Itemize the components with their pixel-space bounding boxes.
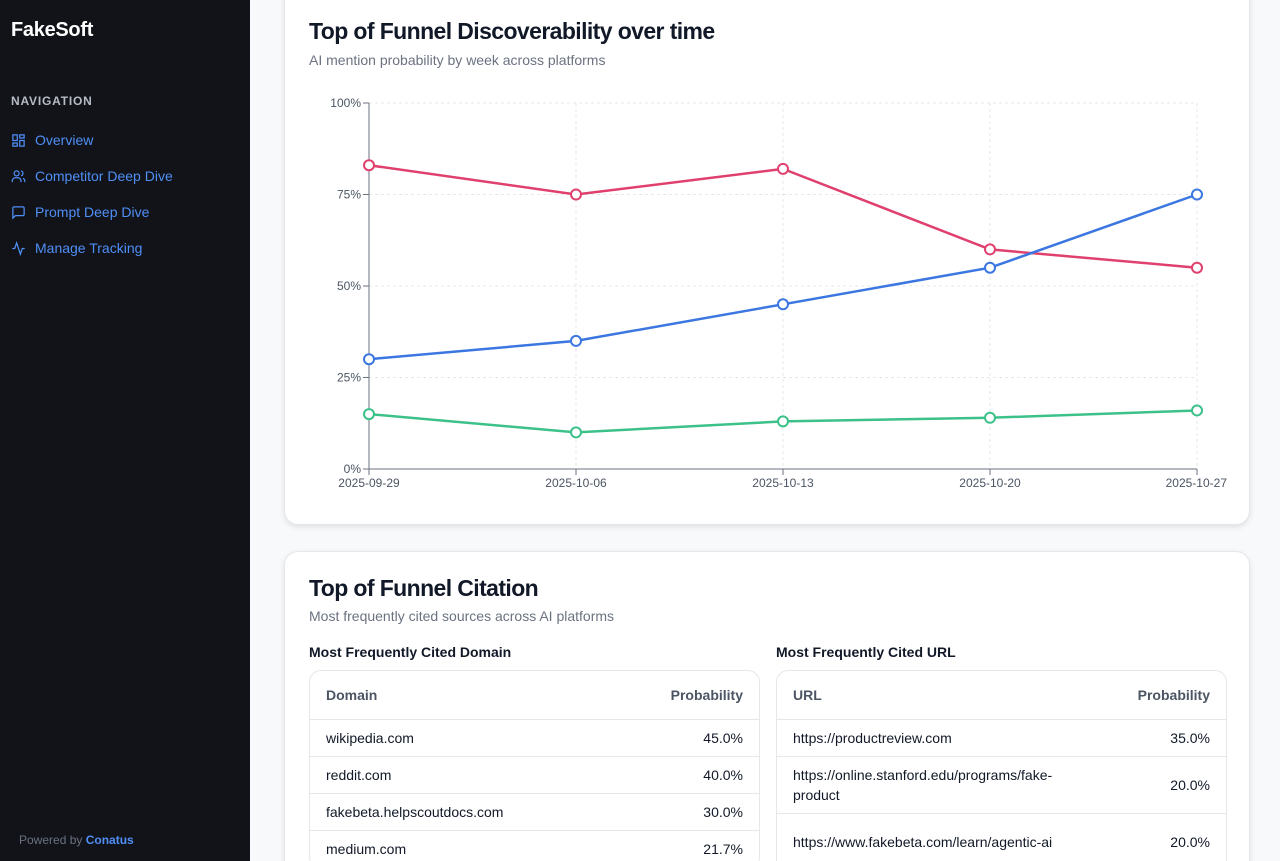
- nav-heading: NAVIGATION: [11, 94, 93, 108]
- probability-cell: 35.0%: [1170, 730, 1210, 746]
- table-row[interactable]: fakebeta.helpscoutdocs.com 30.0%: [310, 794, 759, 831]
- domain-table-heading: Most Frequently Cited Domain: [309, 644, 512, 660]
- table-row[interactable]: wikipedia.com 45.0%: [310, 720, 759, 757]
- url-cell[interactable]: https://online.stanford.edu/programs/fak…: [793, 767, 1053, 803]
- domain-cell: fakebeta.helpscoutdocs.com: [326, 804, 504, 820]
- table-row[interactable]: https://www.fakebeta.com/learn/agentic-a…: [777, 814, 1226, 861]
- data-point: [777, 298, 789, 311]
- url-table-heading: Most Frequently Cited URL: [776, 644, 956, 660]
- url-cell[interactable]: https://productreview.com: [793, 730, 952, 746]
- data-point: [777, 415, 789, 428]
- column-header-domain[interactable]: Domain: [326, 687, 378, 703]
- discoverability-subtitle: AI mention probability by week across pl…: [309, 52, 606, 68]
- table-row[interactable]: reddit.com 40.0%: [310, 757, 759, 794]
- probability-cell: 45.0%: [703, 730, 743, 746]
- data-point: [1191, 261, 1203, 274]
- sidebar: FakeSoft NAVIGATION Overview Competitor …: [0, 0, 250, 861]
- y-tick-label: 75%: [337, 188, 361, 202]
- data-point: [1191, 404, 1203, 417]
- citation-subtitle: Most frequently cited sources across AI …: [309, 608, 615, 624]
- probability-cell: 40.0%: [703, 767, 743, 783]
- sidebar-item-overview[interactable]: Overview: [11, 122, 173, 158]
- message-icon: [12, 205, 25, 220]
- sidebar-item-competitor-deep-dive[interactable]: Competitor Deep Dive: [11, 158, 173, 194]
- url-cell[interactable]: https://www.fakebeta.com/learn/agentic-a…: [793, 834, 1053, 850]
- sidebar-item-prompt-deep-dive[interactable]: Prompt Deep Dive: [11, 194, 173, 230]
- column-header-url[interactable]: URL: [793, 687, 822, 703]
- powered-brand-link[interactable]: Conatus: [85, 833, 134, 847]
- data-point: [363, 408, 375, 421]
- y-tick-label: 0%: [344, 462, 362, 476]
- url-table-section: Most Frequently Cited URL URL Probabilit…: [776, 644, 1227, 861]
- citation-card: Top of Funnel Citation Most frequently c…: [284, 551, 1250, 861]
- data-point: [363, 353, 375, 366]
- data-point: [570, 334, 582, 347]
- data-point: [1191, 188, 1203, 201]
- probability-cell: 20.0%: [1170, 777, 1210, 793]
- probability-cell: 30.0%: [703, 804, 743, 820]
- table-header-row: URL Probability: [777, 671, 1226, 720]
- data-point: [984, 243, 996, 256]
- data-point: [984, 411, 996, 424]
- domain-cell: medium.com: [326, 841, 407, 857]
- probability-cell: 21.7%: [703, 841, 743, 857]
- discoverability-card: Top of Funnel Discoverability over time …: [284, 0, 1250, 525]
- column-header-probability[interactable]: Probability: [670, 687, 743, 703]
- main-content: Top of Funnel Discoverability over time …: [250, 0, 1280, 861]
- sidebar-item-label: Overview: [35, 132, 94, 148]
- data-point: [363, 159, 375, 172]
- powered-prefix: Powered by: [19, 833, 83, 847]
- domain-cell: wikipedia.com: [326, 730, 414, 746]
- activity-icon: [12, 240, 25, 256]
- probability-cell: 20.0%: [1170, 834, 1210, 850]
- domain-table-section: Most Frequently Cited Domain Domain Prob…: [309, 644, 760, 861]
- sidebar-item-label: Prompt Deep Dive: [35, 204, 150, 220]
- discoverability-title: Top of Funnel Discoverability over time: [309, 18, 715, 44]
- domain-cell: reddit.com: [326, 767, 392, 783]
- sidebar-item-label: Competitor Deep Dive: [35, 168, 173, 184]
- x-tick-label: 2025-09-29: [338, 476, 400, 490]
- y-tick-label: 100%: [330, 96, 361, 110]
- citation-title: Top of Funnel Citation: [309, 575, 539, 601]
- table-row[interactable]: https://online.stanford.edu/programs/fak…: [777, 757, 1226, 814]
- sidebar-item-label: Manage Tracking: [35, 240, 143, 256]
- sidebar-item-manage-tracking[interactable]: Manage Tracking: [11, 230, 173, 266]
- y-tick-label: 25%: [337, 371, 361, 385]
- url-table: URL Probability https://productreview.co…: [776, 670, 1227, 861]
- nav-list: Overview Competitor Deep Dive Prompt Dee…: [11, 122, 173, 266]
- column-header-probability[interactable]: Probability: [1137, 687, 1210, 703]
- data-point: [570, 188, 582, 201]
- series-line: [368, 163, 1198, 269]
- x-tick-label: 2025-10-20: [959, 476, 1021, 490]
- data-point: [777, 162, 789, 175]
- discoverability-line-chart: 0% 25% 50% 75% 100% 2025-09-29 2025-10-06 2025-…: [330, 96, 1228, 490]
- brand-logo[interactable]: FakeSoft: [11, 19, 94, 41]
- x-tick-label: 2025-10-06: [545, 476, 607, 490]
- x-tick-label: 2025-10-13: [752, 476, 814, 490]
- data-point: [570, 426, 582, 439]
- data-point: [984, 261, 996, 274]
- domain-table: Domain Probability wikipedia.com 45.0% re…: [309, 670, 760, 861]
- dashboard-icon: [12, 133, 25, 147]
- powered-by: Powered by Conatus: [19, 833, 134, 847]
- table-row[interactable]: medium.com 21.7%: [310, 831, 759, 861]
- table-header-row: Domain Probability: [310, 671, 759, 720]
- y-tick-label: 50%: [337, 279, 361, 293]
- users-icon: [11, 169, 26, 182]
- x-tick-label: 2025-10-27: [1166, 476, 1228, 490]
- table-row[interactable]: https://productreview.com 35.0%: [777, 720, 1226, 757]
